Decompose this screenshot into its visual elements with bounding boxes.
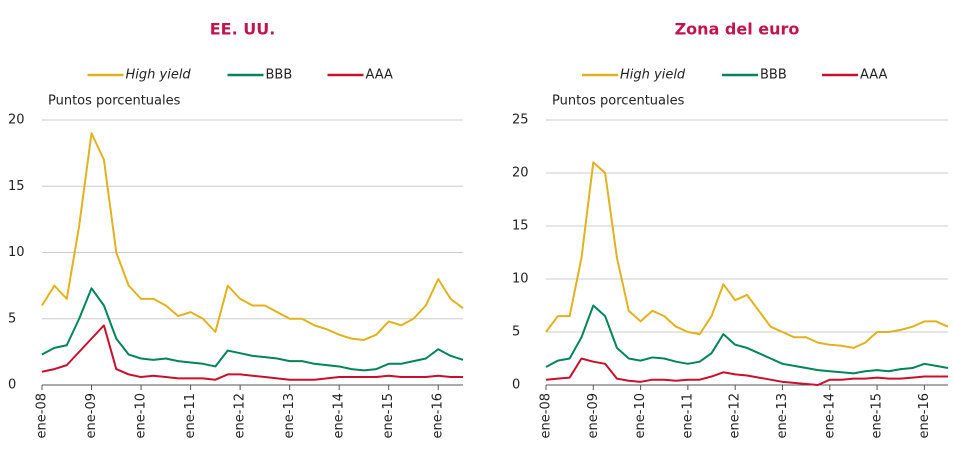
legend-label: High yield: [620, 68, 686, 83]
x-tick-label: ene-09: [586, 393, 601, 438]
y-tick-label: 10: [512, 272, 529, 287]
legend-label: BBB: [760, 68, 787, 83]
legend-label: BBB: [266, 68, 293, 83]
y-tick-label: 15: [512, 219, 529, 234]
x-tick-label: ene-08: [539, 393, 554, 438]
line-series: [41, 324, 463, 381]
x-tick-label: ene-11: [680, 393, 695, 438]
x-tick-label: ene-09: [84, 393, 99, 438]
x-tick-label: ene-14: [822, 393, 837, 438]
y-tick-label: 5: [8, 311, 16, 326]
x-tick-label: ene-12: [233, 393, 248, 438]
line-series: [41, 132, 464, 341]
line-series: [545, 357, 948, 386]
y-tick-label: 0: [8, 378, 16, 393]
legend-label: AAA: [860, 68, 888, 83]
y-tick-label: 0: [512, 378, 520, 393]
line-series: [545, 304, 949, 375]
x-tick-label: ene-08: [35, 393, 50, 438]
line-series: [41, 287, 464, 372]
chart-title: Zona del euro: [675, 20, 800, 39]
x-tick-label: ene-13: [775, 393, 790, 438]
x-tick-label: ene-16: [431, 393, 446, 438]
y-axis-label: Puntos porcentuales: [552, 94, 685, 109]
chart-title: EE. UU.: [210, 20, 276, 39]
y-tick-label: 10: [8, 245, 25, 260]
x-tick-label: ene-10: [633, 393, 648, 438]
legend-label: High yield: [126, 68, 192, 83]
line-series: [545, 161, 949, 349]
x-tick-label: ene-13: [282, 393, 297, 438]
legend-label: AAA: [366, 68, 394, 83]
y-tick-label: 5: [512, 325, 520, 340]
x-tick-label: ene-10: [134, 393, 149, 438]
x-tick-label: ene-12: [728, 393, 743, 438]
y-tick-label: 20: [8, 113, 25, 128]
y-axis-label: Puntos porcentuales: [48, 94, 181, 109]
y-tick-label: 25: [512, 113, 529, 128]
x-tick-label: ene-16: [917, 393, 932, 438]
y-tick-label: 20: [512, 166, 529, 181]
y-tick-label: 15: [8, 179, 25, 194]
x-tick-label: ene-11: [183, 393, 198, 438]
x-tick-label: ene-14: [332, 393, 347, 438]
x-tick-label: ene-15: [870, 393, 885, 438]
x-tick-label: ene-15: [381, 393, 396, 438]
